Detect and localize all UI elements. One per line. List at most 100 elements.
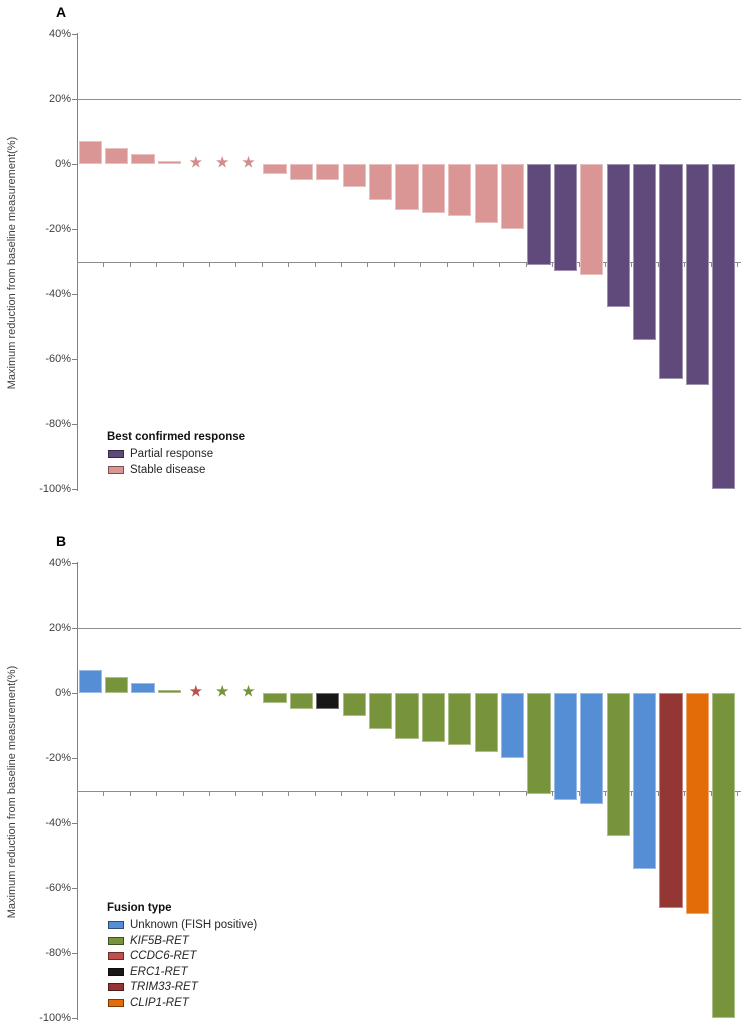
y-tick-label: 0%	[55, 687, 71, 699]
bar	[131, 154, 155, 164]
y-tick-label: -60%	[45, 353, 71, 365]
bar	[342, 164, 366, 187]
legend-swatch	[108, 465, 124, 474]
bar	[395, 693, 419, 739]
bar	[606, 693, 630, 836]
category-tick	[420, 792, 422, 796]
category-tick	[499, 792, 501, 796]
bar	[448, 693, 472, 745]
legend-item-label: CLIP1-RET	[130, 997, 189, 1009]
gridline-plus20pct	[77, 99, 741, 100]
bar	[580, 164, 604, 275]
category-tick	[552, 263, 554, 267]
category-tick	[341, 792, 342, 796]
y-tick-label: -20%	[45, 752, 71, 764]
category-tick	[499, 263, 501, 267]
category-tick	[605, 263, 606, 267]
panel-label: B	[56, 533, 67, 549]
bar	[316, 164, 340, 181]
bar	[263, 164, 287, 174]
category-tick	[367, 263, 369, 267]
category-tick	[156, 263, 158, 267]
bar	[104, 147, 129, 164]
bar	[474, 693, 498, 752]
legend-item-label: Unknown (FISH positive)	[130, 919, 258, 931]
bar	[316, 693, 340, 710]
bar	[712, 164, 736, 489]
bar	[104, 676, 129, 693]
category-tick	[209, 792, 210, 796]
category-tick	[578, 792, 580, 796]
category-tick	[657, 263, 659, 267]
legend-swatch	[108, 999, 124, 1007]
bar	[632, 164, 657, 340]
legend-title: Best confirmed response	[107, 431, 246, 443]
legend-item-label: KIF5B-RET	[130, 934, 189, 947]
bar	[553, 693, 578, 801]
bar	[659, 164, 683, 379]
star-marker: ★	[188, 152, 203, 172]
y-tick-label: 40%	[48, 557, 71, 569]
legend-item-label: TRIM33-RET	[130, 981, 198, 994]
y-tick-mark	[72, 99, 77, 100]
y-tick-label: 0%	[55, 158, 71, 170]
y-tick-mark	[72, 758, 77, 759]
category-tick	[156, 792, 158, 796]
category-tick	[77, 792, 78, 796]
bar	[289, 693, 314, 710]
bar	[712, 693, 736, 1018]
category-tick	[129, 263, 131, 267]
star-marker: ★	[241, 681, 256, 701]
category-tick	[235, 792, 237, 796]
category-tick	[393, 792, 395, 796]
bar	[421, 164, 446, 213]
bar	[78, 670, 102, 693]
category-tick	[473, 792, 474, 796]
bar	[368, 693, 393, 729]
y-tick-mark	[72, 563, 77, 564]
category-tick	[657, 792, 659, 796]
y-tick-mark	[72, 489, 77, 490]
bar	[632, 693, 657, 869]
star-marker: ★	[215, 681, 230, 701]
y-tick-mark	[72, 888, 77, 889]
category-tick	[552, 792, 554, 796]
category-tick	[605, 792, 606, 796]
y-tick-mark	[72, 424, 77, 425]
category-tick	[314, 263, 316, 267]
bar	[527, 693, 551, 794]
bar	[659, 693, 683, 908]
gridline-plus20pct	[77, 628, 741, 629]
y-axis-title: Maximum reduction from baseline measurem…	[6, 136, 18, 390]
bar	[474, 164, 498, 223]
legend-swatch	[108, 983, 124, 992]
bar	[500, 164, 525, 229]
bar	[368, 164, 393, 200]
y-tick-mark	[72, 823, 77, 824]
category-tick	[288, 792, 290, 796]
bar	[500, 693, 525, 758]
category-tick	[525, 263, 527, 267]
category-tick	[710, 263, 712, 267]
category-tick	[314, 792, 316, 796]
bar	[421, 693, 446, 742]
refline-minus30pct	[77, 791, 741, 792]
y-tick-label: 40%	[48, 28, 71, 40]
legend-swatch	[108, 921, 124, 929]
bar	[606, 164, 630, 307]
y-tick-mark	[72, 628, 77, 629]
category-tick	[261, 263, 263, 267]
legend-title: Fusion type	[107, 902, 172, 914]
y-tick-mark	[72, 294, 77, 295]
category-tick	[103, 792, 105, 796]
y-tick-mark	[72, 693, 77, 694]
bar	[580, 693, 604, 804]
bar	[685, 693, 710, 914]
category-tick	[129, 792, 131, 796]
category-tick	[446, 792, 448, 796]
bar	[527, 164, 551, 265]
bar	[157, 160, 182, 164]
star-marker: ★	[215, 152, 230, 172]
bar	[289, 164, 314, 181]
